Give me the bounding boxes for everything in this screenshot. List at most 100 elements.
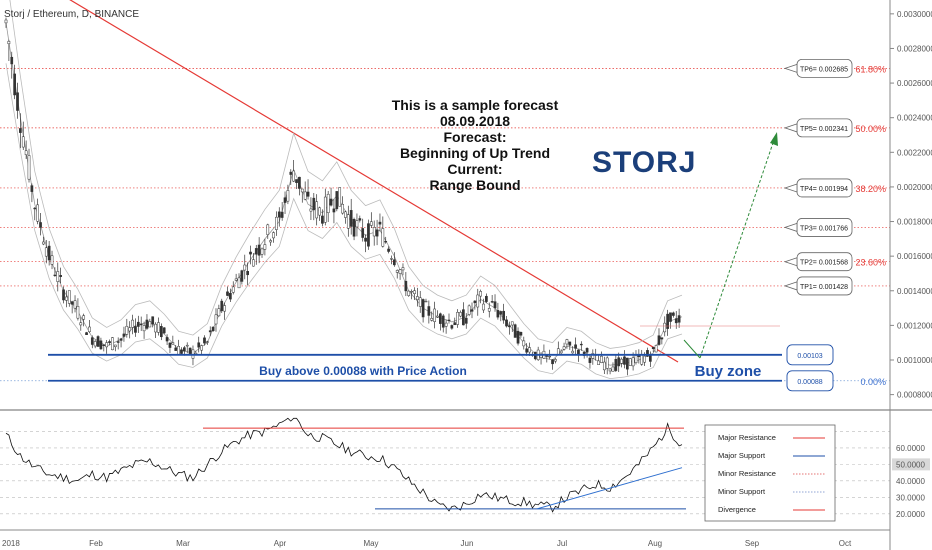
x-tick-label: Oct bbox=[839, 539, 852, 548]
candle-body bbox=[640, 354, 644, 365]
candle-body bbox=[214, 314, 218, 325]
candle-body bbox=[513, 324, 517, 338]
candle-body bbox=[234, 278, 238, 281]
candle-body bbox=[229, 292, 232, 300]
legend-label: Divergence bbox=[718, 505, 756, 514]
candle-body bbox=[257, 244, 261, 256]
candle-body bbox=[33, 207, 37, 210]
fib-level-label: 38.20% bbox=[855, 184, 886, 194]
candle-body bbox=[519, 331, 523, 336]
candle-body bbox=[119, 338, 123, 341]
buy-text: Buy above 0.00088 with Price Action bbox=[259, 364, 467, 378]
candle-body bbox=[67, 290, 71, 304]
candle-body bbox=[597, 360, 600, 365]
candle-body bbox=[131, 319, 134, 328]
candle-body bbox=[482, 303, 485, 311]
candle-body bbox=[206, 341, 209, 343]
x-tick-label: Apr bbox=[274, 539, 287, 548]
candle-body bbox=[249, 251, 252, 255]
candle-body bbox=[76, 306, 80, 319]
candle-body bbox=[485, 295, 488, 302]
candle-body bbox=[93, 341, 97, 347]
candle-body bbox=[4, 19, 8, 24]
target-label: TP2= 0.001568 bbox=[800, 260, 848, 267]
candle-body bbox=[571, 350, 575, 354]
candle-body bbox=[303, 191, 307, 200]
candle-body bbox=[62, 289, 65, 301]
candle-body bbox=[326, 193, 330, 214]
candle-body bbox=[142, 325, 146, 332]
candle-body bbox=[252, 259, 255, 267]
candle-body bbox=[364, 237, 367, 242]
candle-body bbox=[559, 350, 563, 354]
rsi-tick-label: 40.0000 bbox=[896, 477, 925, 486]
candle-body bbox=[300, 188, 304, 193]
y-tick-label: 0.0022000 bbox=[897, 148, 932, 157]
forecast-line: Current: bbox=[447, 161, 503, 177]
rsi-tick-label: 30.0000 bbox=[896, 493, 925, 502]
candle-body bbox=[628, 358, 632, 366]
candle-body bbox=[551, 359, 554, 365]
candle-body bbox=[646, 350, 649, 357]
legend-label: Major Support bbox=[718, 451, 766, 460]
candle-body bbox=[108, 341, 111, 343]
candle-body bbox=[444, 322, 448, 327]
candle-body bbox=[220, 300, 224, 312]
forecast-line: Beginning of Up Trend bbox=[399, 145, 551, 161]
y-tick-label: 0.0010000 bbox=[897, 356, 932, 365]
y-tick-label: 0.0016000 bbox=[897, 252, 932, 261]
lower-band bbox=[5, 63, 683, 380]
candle-body bbox=[185, 344, 189, 347]
uptrend-arrow-head bbox=[770, 132, 778, 146]
x-tick-label: 2018 bbox=[2, 539, 20, 548]
candle-body bbox=[663, 322, 667, 333]
legend-label: Minor Support bbox=[718, 487, 766, 496]
zone-label: 0.00103 bbox=[797, 353, 822, 360]
candle-body bbox=[90, 337, 94, 345]
candle-body bbox=[574, 344, 577, 349]
candle-body bbox=[470, 309, 474, 312]
candle-body bbox=[450, 325, 454, 329]
buy-zone-box bbox=[690, 356, 782, 379]
rsi-tick-label: 50.0000 bbox=[896, 460, 925, 469]
zone-label: 0.00088 bbox=[797, 379, 822, 386]
candle-body bbox=[139, 323, 143, 326]
candle-body bbox=[88, 326, 91, 332]
candle-body bbox=[433, 308, 436, 322]
fib-level-label: 0.00% bbox=[860, 377, 886, 387]
candle-body bbox=[473, 300, 477, 304]
candle-body bbox=[21, 136, 25, 148]
candle-body bbox=[637, 355, 641, 357]
x-tick-label: Feb bbox=[89, 539, 103, 548]
candle-body bbox=[309, 208, 313, 212]
brand-label: STORJ bbox=[592, 146, 697, 179]
candle-body bbox=[30, 185, 34, 192]
candle-body bbox=[556, 348, 560, 355]
candle-body bbox=[151, 316, 155, 325]
target-label: TP5= 0.002341 bbox=[800, 126, 848, 133]
candle-body bbox=[289, 171, 293, 175]
forecast-line: Range Bound bbox=[429, 177, 521, 193]
candle-body bbox=[177, 346, 180, 356]
candle-body bbox=[102, 344, 106, 346]
candle-body bbox=[203, 337, 206, 344]
fib-level-label: 61.80% bbox=[855, 64, 886, 74]
candle-body bbox=[620, 358, 623, 364]
target-label: TP3= 0.001766 bbox=[800, 225, 848, 232]
candle-body bbox=[188, 347, 192, 354]
candle-body bbox=[260, 248, 264, 255]
candle-body bbox=[625, 357, 629, 370]
candle-body bbox=[499, 311, 503, 315]
candle-body bbox=[591, 353, 595, 359]
candle-body bbox=[24, 150, 28, 156]
candle-body bbox=[427, 306, 431, 316]
candle-body bbox=[401, 267, 405, 271]
candle-body bbox=[490, 301, 494, 303]
candle-body bbox=[649, 355, 652, 362]
upper-band bbox=[9, 0, 683, 349]
candle-body bbox=[395, 270, 399, 273]
rsi-tick-label: 60.0000 bbox=[896, 444, 925, 453]
candle-body bbox=[298, 176, 301, 189]
candle-body bbox=[145, 319, 149, 329]
